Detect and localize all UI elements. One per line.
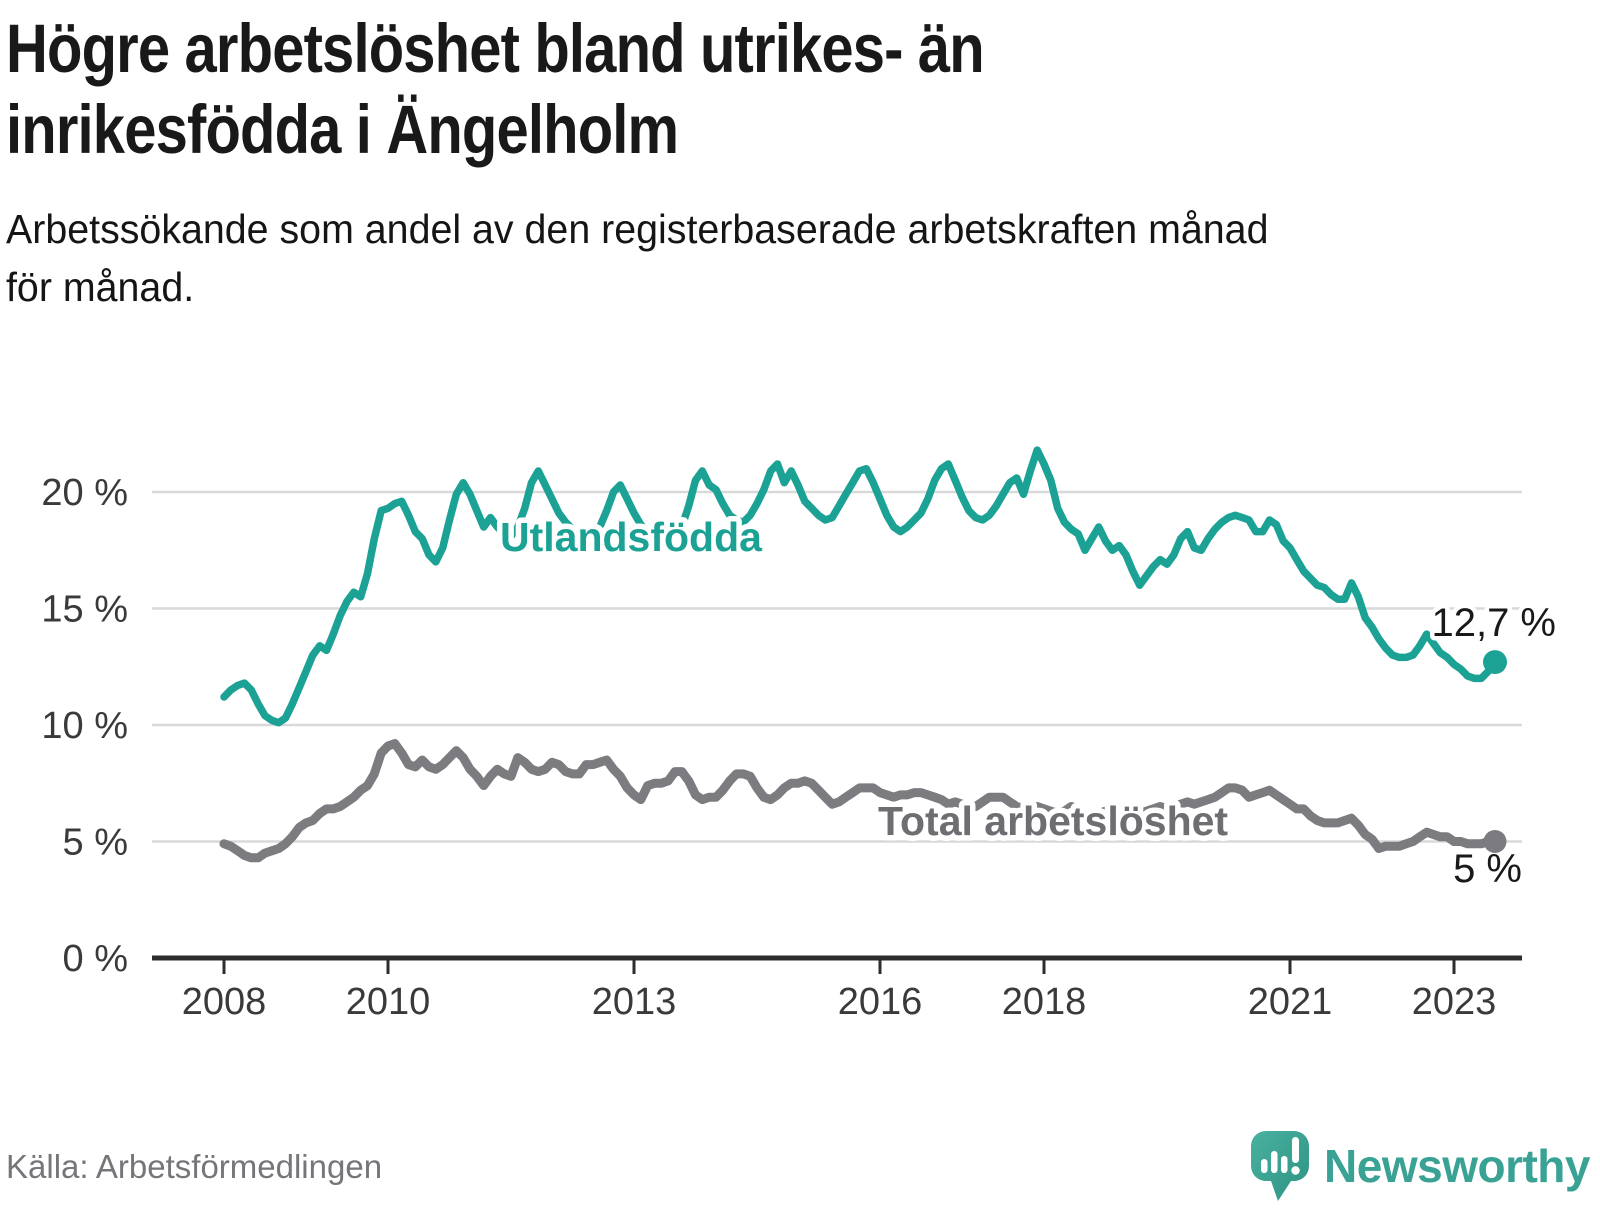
series-end-dot-total [1483, 830, 1507, 853]
x-tick-label: 2021 [1248, 981, 1333, 1023]
y-tick-label: 15 % [41, 589, 128, 631]
page-subtitle-line2: för månad. [6, 264, 195, 310]
series-labels: Total arbetslöshet 5 % Utlandsfödda 12,7 % [495, 509, 1561, 896]
x-tick-label: 2016 [838, 981, 923, 1023]
series-lines [219, 446, 1500, 863]
y-tick-label: 0 % [63, 938, 128, 980]
y-tick-label: 10 % [41, 705, 128, 747]
series-label-utlandsfodda: Utlandsfödda [500, 514, 763, 560]
page-title-line1: Högre arbetslöshet bland utrikes- än [6, 10, 985, 87]
page-subtitle: Arbetssökande som andel av den registerb… [6, 200, 1268, 316]
source-note: Källa: Arbetsförmedlingen [6, 1148, 383, 1185]
newsworthy-logo-icon [1251, 1131, 1310, 1201]
series-label-total: Total arbetslöshet [878, 798, 1228, 844]
brand-wordmark: Newsworthy [1324, 1140, 1590, 1192]
x-tick-label: 2023 [1412, 981, 1497, 1023]
series-line-total [219, 739, 1500, 863]
x-tick-label: 2013 [592, 981, 677, 1023]
x-tick-label: 2010 [346, 981, 431, 1023]
x-tick-label: 2018 [1002, 981, 1087, 1023]
y-tick-label: 5 % [63, 822, 128, 864]
page-title-line2: inrikesfödda i Ängelholm [6, 91, 679, 168]
last-value-label-total: 5 % [1453, 847, 1522, 891]
last-value-label-utlandsfodda: 12,7 % [1431, 601, 1556, 645]
brand-footer: Newsworthy [1249, 1124, 1590, 1208]
page-subtitle-line1: Arbetssökande som andel av den registerb… [6, 206, 1269, 252]
x-tick-label: 2008 [182, 981, 267, 1023]
y-tick-label: 20 % [41, 472, 128, 514]
axes: 0 % 5 % 10 % 15 % 20 % 2008 2010 2013 2016 2018 20… [41, 472, 1522, 1023]
gridlines [152, 490, 1522, 843]
series-line-utlandsfodda [220, 446, 1499, 727]
page-title: Högre arbetslöshet bland utrikes- än inr… [6, 8, 985, 170]
series-end-dot-utlandsfodda [1483, 650, 1507, 675]
